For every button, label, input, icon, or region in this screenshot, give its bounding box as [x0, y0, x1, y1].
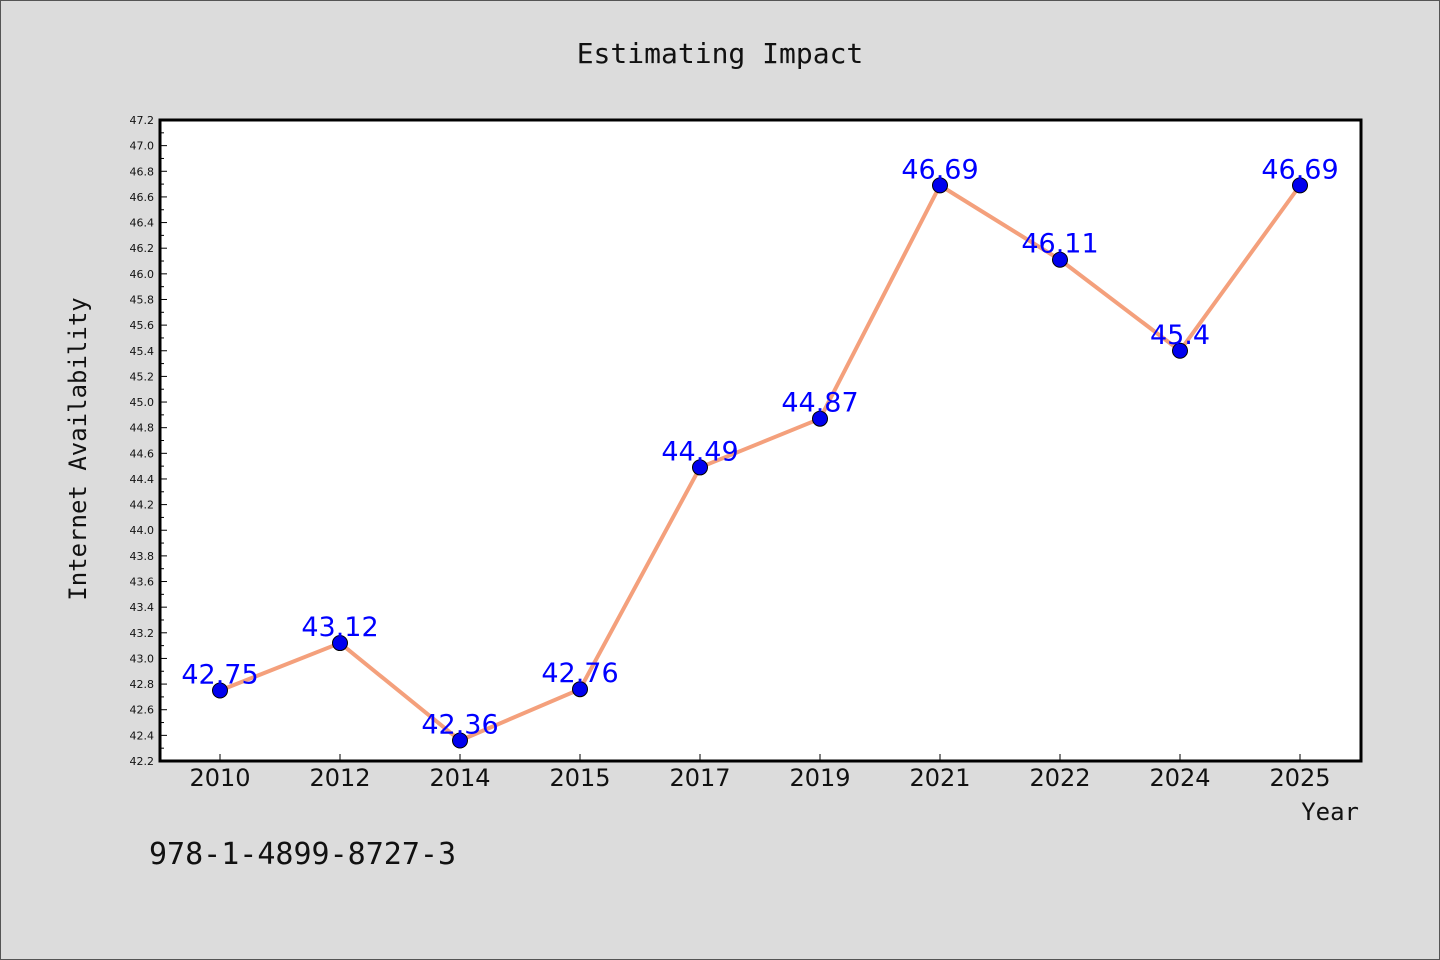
x-tick-label: 2022	[1029, 764, 1090, 792]
x-tick-label: 2014	[429, 764, 490, 792]
data-point	[1172, 342, 1188, 359]
y-tick-label: 44.6	[130, 447, 155, 460]
x-tick-label: 2025	[1269, 764, 1330, 792]
y-tick-label: 47.0	[130, 140, 155, 153]
plot-area	[158, 118, 1363, 763]
y-tick-label: 45.6	[130, 319, 155, 332]
chart-title: Estimating Impact	[577, 37, 864, 70]
y-tick-label: 42.6	[130, 704, 155, 717]
y-tick-label: 45.4	[130, 345, 155, 358]
y-tick-label: 46.2	[130, 242, 155, 255]
y-axis: 42.2 42.4 42.6 42.8 43.0 43.2 43.4 43.6 43.8 44.0…	[130, 114, 167, 768]
data-label: 46.69	[901, 154, 978, 185]
y-tick-label: 46.0	[130, 268, 155, 281]
x-tick-label: 2019	[789, 764, 850, 792]
data-point	[932, 177, 948, 194]
x-tick-label: 2017	[669, 764, 730, 792]
data-label: 44.49	[661, 436, 738, 467]
y-tick-label: 43.4	[130, 601, 155, 614]
y-tick-label: 43.6	[130, 576, 155, 589]
data-label: 42.76	[541, 658, 618, 689]
x-axis: 2010 2012 2014 2015 2017 2019 2021 2022 2024 2025	[189, 754, 1331, 792]
data-label: 42.36	[421, 709, 498, 740]
y-tick-label: 42.8	[130, 678, 155, 691]
data-point	[212, 682, 228, 699]
y-tick-label: 44.8	[130, 422, 155, 435]
data-point	[1292, 177, 1308, 194]
y-tick-label: 43.2	[130, 627, 155, 640]
y-tick-label: 46.4	[130, 217, 155, 230]
y-tick-label: 45.8	[130, 293, 155, 306]
data-point	[452, 732, 468, 749]
data-label: 46.69	[1261, 154, 1338, 185]
data-point	[812, 410, 828, 427]
x-axis-label: Year	[1301, 798, 1359, 826]
y-tick-label: 45.2	[130, 370, 155, 383]
data-point	[1052, 251, 1068, 268]
y-tick-label: 43.8	[130, 550, 155, 563]
data-point	[692, 459, 708, 476]
chart-annotation: 978-1-4899-8727-3	[149, 837, 456, 872]
y-tick-label: 44.2	[130, 499, 155, 512]
data-point	[572, 681, 588, 698]
y-tick-label: 46.6	[130, 191, 155, 204]
y-tick-label: 42.2	[130, 755, 155, 768]
y-tick-label: 44.0	[130, 524, 155, 537]
data-label: 43.12	[301, 612, 378, 643]
y-tick-label: 43.0	[130, 652, 155, 665]
data-label: 45.4	[1150, 320, 1210, 351]
data-label: 42.75	[181, 659, 258, 690]
x-tick-label: 2024	[1149, 764, 1210, 792]
y-tick-label: 47.2	[130, 114, 155, 127]
data-point	[332, 635, 348, 652]
x-tick-label: 2015	[549, 764, 610, 792]
y-tick-label: 42.4	[130, 729, 155, 742]
series-layer: 42.75 43.12 42.36 42.76 44.49 44.87 46.69 46.11…	[181, 154, 1339, 749]
y-tick-label: 45.0	[130, 396, 155, 409]
x-tick-label: 2021	[909, 764, 970, 792]
data-label: 46.11	[1021, 229, 1098, 260]
series-line	[218, 183, 1302, 743]
y-axis-label: Internet Availability	[64, 297, 92, 600]
y-tick-label: 46.8	[130, 165, 155, 178]
data-label: 44.87	[781, 388, 858, 419]
x-tick-label: 2012	[309, 764, 370, 792]
x-tick-label: 2010	[189, 764, 250, 792]
y-tick-label: 44.4	[130, 473, 155, 486]
